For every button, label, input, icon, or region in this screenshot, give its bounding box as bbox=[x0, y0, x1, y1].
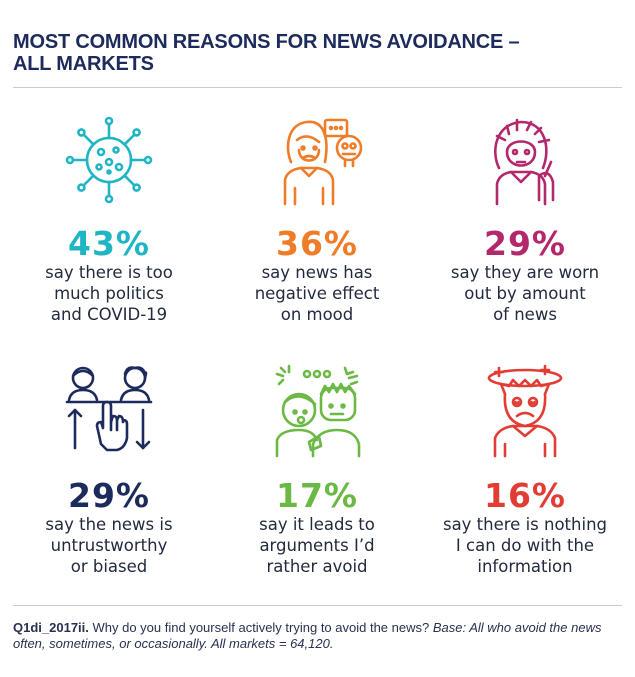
description: say news has negative effect on mood bbox=[213, 262, 421, 325]
top-divider bbox=[13, 87, 622, 88]
description-line: I can do with the bbox=[455, 536, 595, 555]
description: say they are worn out by amount of news bbox=[421, 262, 629, 325]
bottom-divider bbox=[13, 605, 622, 606]
stat-negative-mood: 36% say news has negative effect on mood bbox=[213, 112, 421, 325]
percentage: 29% bbox=[68, 476, 150, 515]
description-line: say they are worn bbox=[450, 263, 600, 282]
description-line: of news bbox=[493, 305, 557, 324]
title-line-2: ALL MARKETS bbox=[13, 53, 154, 75]
description-line: say it leads to bbox=[259, 515, 375, 534]
description-line: arguments I’d bbox=[259, 536, 375, 555]
percentage: 43% bbox=[68, 224, 150, 263]
description-line: say news has bbox=[261, 263, 373, 282]
description-line: information bbox=[477, 557, 573, 576]
description-line: untrustworthy bbox=[50, 536, 168, 555]
description-line: or biased bbox=[70, 557, 148, 576]
percentage: 16% bbox=[484, 476, 566, 515]
stat-arguments: 17% say it leads to arguments I’d rather… bbox=[213, 364, 421, 577]
footnote: Q1di_2017ii. Why do you find yourself ac… bbox=[13, 620, 621, 652]
description-line: out by amount bbox=[464, 284, 586, 303]
distrust-icon bbox=[65, 366, 153, 452]
description-line: and COVID-19 bbox=[50, 305, 168, 324]
percentage: 36% bbox=[276, 224, 358, 263]
description-line: say the news is bbox=[45, 515, 173, 534]
description-line: much politics bbox=[54, 284, 164, 303]
description-line: say there is too bbox=[45, 263, 173, 282]
description: say there is too much politics and COVID… bbox=[5, 262, 213, 325]
virus-icon bbox=[65, 116, 153, 204]
percentage: 17% bbox=[276, 476, 358, 515]
percentage: 29% bbox=[484, 224, 566, 263]
arguing-people-icon bbox=[275, 364, 361, 458]
upset-person-icon bbox=[283, 118, 363, 206]
title-line-1: MOST COMMON REASONS FOR NEWS AVOIDANCE – bbox=[13, 31, 520, 53]
dizzy-person-icon bbox=[487, 364, 563, 458]
question-code: Q1di_2017ii. bbox=[13, 620, 89, 635]
exhausted-person-icon bbox=[494, 118, 555, 206]
stat-nothing-i-can-do: 16% say there is nothing I can do with t… bbox=[421, 364, 629, 577]
stat-untrustworthy: 29% say the news is untrustworthy or bia… bbox=[5, 364, 213, 577]
description-line: rather avoid bbox=[266, 557, 368, 576]
page-title: MOST COMMON REASONS FOR NEWS AVOIDANCE –… bbox=[13, 31, 613, 75]
description: say the news is untrustworthy or biased bbox=[5, 514, 213, 577]
description: say it leads to arguments I’d rather avo… bbox=[213, 514, 421, 577]
description-line: on mood bbox=[280, 305, 354, 324]
base-text: Base: All who avoid the news often, some… bbox=[13, 620, 602, 651]
description-line: say there is nothing bbox=[442, 515, 608, 534]
question-text: Why do you find yourself actively trying… bbox=[88, 620, 433, 635]
description-line: negative effect bbox=[254, 284, 380, 303]
description: say there is nothing I can do with the i… bbox=[421, 514, 629, 577]
stat-too-much-politics: 43% say there is too much politics and C… bbox=[5, 112, 213, 325]
stat-worn-out: 29% say they are worn out by amount of n… bbox=[421, 112, 629, 325]
